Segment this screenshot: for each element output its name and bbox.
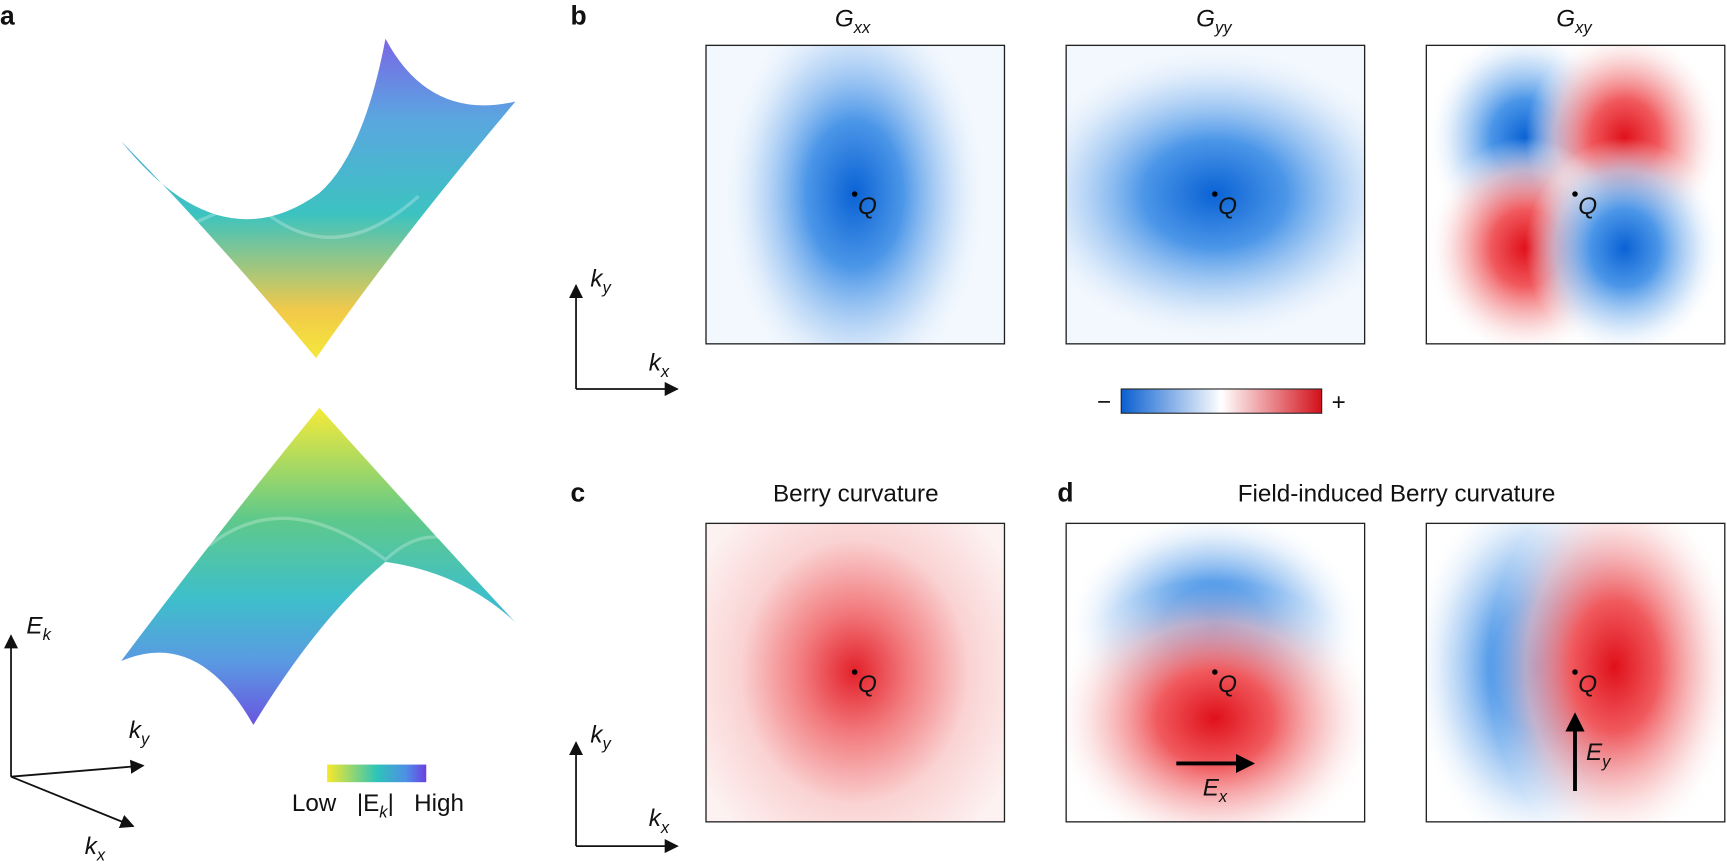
axis-label-main: k (129, 717, 143, 744)
colorbar-label-part: |E (357, 790, 379, 817)
map-title-sub: xx (853, 18, 871, 37)
panel-label: b (571, 0, 587, 30)
axis-arrow (10, 759, 145, 778)
colorbar-label: Low (292, 790, 337, 817)
panel-label: c (571, 477, 586, 507)
map-title: Gxx (835, 6, 871, 38)
map-frame (1425, 44, 1726, 345)
axis-label: kx (649, 805, 670, 837)
point-marker (1572, 669, 1578, 675)
heatmap-lobe (1488, 523, 1725, 822)
heatmap-lobe (1066, 580, 1365, 822)
colorbar-label: High (414, 790, 464, 817)
map-title-sub: yy (1214, 18, 1233, 37)
map-frame (1425, 522, 1726, 823)
heatmap-lobe (705, 523, 1005, 822)
map-title-main: G (835, 6, 854, 33)
point-label: Q (1578, 193, 1597, 220)
heatmap-lobe (1525, 137, 1724, 344)
heatmap (705, 45, 1005, 344)
colorbar (1120, 388, 1323, 414)
axis-arrow (10, 775, 135, 829)
axis-label-main: k (590, 266, 604, 293)
point-label: Q (858, 193, 877, 220)
point-marker (1572, 191, 1578, 197)
panel-title: Field-induced Berry curvature (1238, 480, 1556, 507)
map-frame (1065, 522, 1366, 823)
panel-label: d (1057, 477, 1073, 507)
map-title: Gyy (1196, 6, 1233, 38)
surface-shading (208, 516, 453, 562)
colorbar-label: + (1332, 389, 1346, 416)
axis-label-sub: x (660, 818, 670, 837)
axis-label: kx (649, 349, 670, 381)
colorbar-label-part: | (388, 790, 394, 817)
axis-label-main: E (26, 613, 43, 640)
heatmap (1066, 523, 1365, 822)
axis-label-main: k (85, 833, 99, 860)
point-label: Q (1218, 671, 1237, 698)
map-title-main: G (1556, 6, 1575, 33)
point-marker (851, 669, 858, 675)
axis-label-main: k (649, 805, 663, 832)
map-title-main: G (1196, 6, 1215, 33)
lower-band-surface (121, 407, 516, 725)
axis-label-sub: x (96, 845, 106, 864)
axis-label: ky (590, 266, 612, 298)
heatmap-lobe (717, 45, 993, 344)
axis-label: ky (129, 717, 151, 749)
panel-title: Berry curvature (773, 480, 939, 507)
point-label: Q (858, 671, 877, 698)
axis-label-sub: y (601, 734, 612, 753)
map-frame (705, 522, 1006, 823)
map-title: Gxy (1556, 6, 1593, 38)
field-label-main: E (1203, 774, 1220, 801)
field-label-main: E (1586, 739, 1603, 766)
map-frame (1065, 44, 1366, 345)
axis-label-sub: x (660, 362, 670, 381)
point-label: Q (1218, 193, 1237, 220)
heatmap (705, 523, 1005, 822)
point-label: Q (1578, 671, 1597, 698)
heatmap (1426, 523, 1725, 822)
axis-label-main: k (649, 349, 663, 376)
axis-label: Ek (26, 613, 51, 645)
colorbar (327, 764, 427, 783)
colorbar-label-sub: k (379, 802, 388, 821)
point-marker (851, 191, 858, 197)
surface-shading (180, 195, 420, 239)
map-title-sub: xy (1574, 18, 1593, 37)
point-marker (1212, 669, 1218, 675)
field-label: Ex (1203, 774, 1228, 806)
point-marker (1212, 191, 1218, 197)
heatmap (1426, 45, 1725, 344)
panel-label: a (0, 0, 15, 30)
axis-label-sub: k (43, 625, 52, 644)
colorbar-label: |Ek| (357, 790, 394, 822)
axis-label: kx (85, 833, 106, 865)
map-frame (705, 44, 1006, 345)
axis-label-main: k (590, 722, 604, 749)
field-label: Ey (1586, 739, 1612, 771)
axis-label-sub: y (601, 278, 612, 297)
colorbar-label: − (1097, 389, 1111, 416)
field-label-sub: x (1218, 787, 1228, 806)
upper-band-surface (121, 38, 516, 359)
axis-label: ky (590, 722, 612, 754)
field-label-sub: y (1601, 752, 1612, 771)
axis-label-sub: y (140, 730, 151, 749)
